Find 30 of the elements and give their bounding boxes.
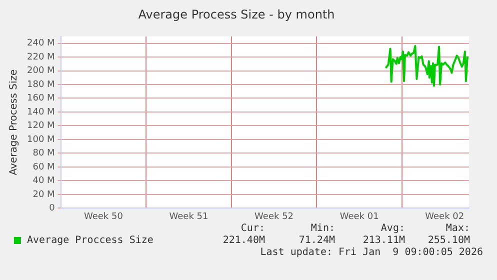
y-tick-label: 220 M <box>26 52 55 62</box>
y-tick-label: 60 M <box>32 162 55 172</box>
y-tick-label: 200 M <box>26 66 55 76</box>
text: Max: <box>446 223 470 234</box>
y-tick-label: 0 <box>49 204 56 214</box>
y-axis-title: Average Process Size <box>8 69 20 176</box>
y-tick-label: 80 M <box>32 148 55 159</box>
x-tick-label: Week 01 <box>340 212 379 222</box>
y-tick-label: 120 M <box>26 121 55 132</box>
text: 221.40M <box>222 235 265 246</box>
x-tick-label: Week 50 <box>84 212 124 222</box>
text: 255.10M <box>428 235 470 246</box>
chart-title: Average Process Size - by month <box>138 7 335 22</box>
text: 213.11M <box>362 235 405 246</box>
y-tick-label: 180 M <box>26 80 55 90</box>
legend-label: Average Proccess Size <box>27 235 154 246</box>
x-tick-label: Week 02 <box>425 212 464 222</box>
text: Min: <box>310 223 335 234</box>
x-tick-label: Week 51 <box>169 212 208 222</box>
y-tick-label: 20 M <box>32 190 55 200</box>
text: Avg: <box>380 223 405 234</box>
y-tick-label: 160 M <box>26 94 55 104</box>
y-tick-label: 100 M <box>26 134 55 145</box>
text: Last update: Fri Jan 9 09:00:05 2026 <box>260 247 483 258</box>
x-tick-label: Week 52 <box>254 212 294 222</box>
y-tick-label: 140 M <box>26 107 55 118</box>
text: 71.24M <box>298 235 335 246</box>
text: Cur: <box>240 223 265 234</box>
y-tick-label: 240 M <box>26 38 55 49</box>
y-tick-label: 40 M <box>32 176 55 186</box>
